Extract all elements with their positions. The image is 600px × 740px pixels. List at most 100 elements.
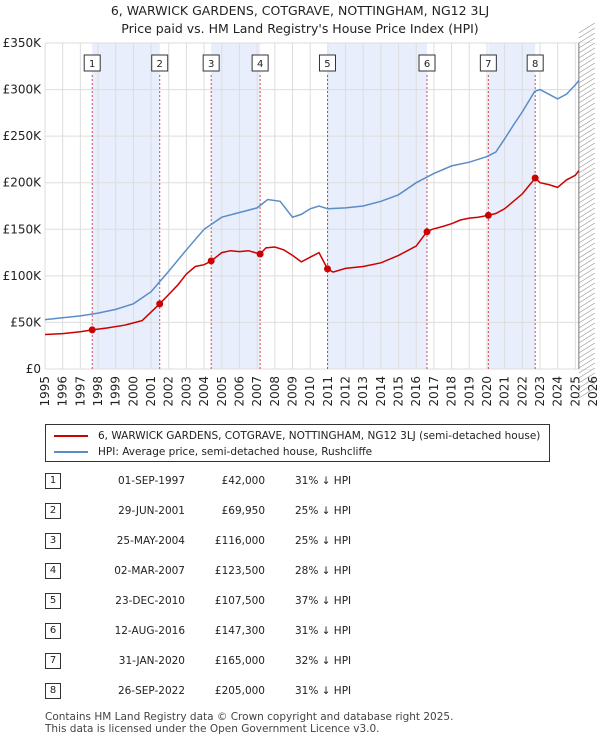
sale-point xyxy=(424,228,431,235)
x-tick-label: 2016 xyxy=(409,376,423,407)
x-tick-label: 2024 xyxy=(551,376,565,407)
x-tick-label: 2026 xyxy=(586,376,600,407)
sale-point xyxy=(257,250,264,257)
x-tick-label: 2025 xyxy=(568,376,582,407)
x-tick-label: 2008 xyxy=(268,376,282,407)
x-tick-label: 2013 xyxy=(356,376,370,407)
table-row: 4 02-MAR-2007 £123,500 28% ↓ HPI xyxy=(45,561,550,583)
table-row: 1 01-SEP-1997 £42,000 31% ↓ HPI xyxy=(45,471,550,493)
y-tick-label: £300K xyxy=(3,83,43,97)
x-tick-label: 2021 xyxy=(498,376,512,407)
y-tick-label: £200K xyxy=(3,176,43,190)
sale-point xyxy=(324,265,331,272)
legend: 6, WARWICK GARDENS, COTGRAVE, NOTTINGHAM… xyxy=(45,424,550,462)
sale-price: £116,000 xyxy=(195,535,265,547)
x-tick-label: 2001 xyxy=(144,376,158,407)
sale-number-badge: 6 xyxy=(45,623,61,639)
sale-date: 25-MAY-2004 xyxy=(85,535,185,547)
sale-hpi-diff: 28% ↓ HPI xyxy=(295,565,351,577)
x-tick-label: 2018 xyxy=(445,376,459,407)
legend-swatch-price xyxy=(54,435,88,437)
sale-price: £147,300 xyxy=(195,625,265,637)
forecast-hatch xyxy=(579,23,595,398)
x-tick-label: 2014 xyxy=(374,376,388,407)
sale-period-band xyxy=(211,43,260,369)
sale-number-badge: 2 xyxy=(45,503,61,519)
legend-label-price: 6, WARWICK GARDENS, COTGRAVE, NOTTINGHAM… xyxy=(98,430,540,442)
sale-date: 26-SEP-2022 xyxy=(85,685,185,697)
sale-number-badge: 7 xyxy=(45,653,61,669)
x-tick-label: 2017 xyxy=(427,376,441,407)
legend-swatch-hpi xyxy=(54,451,88,453)
sale-date: 23-DEC-2010 xyxy=(85,595,185,607)
sale-number-badge: 4 xyxy=(45,563,61,579)
x-tick-label: 2007 xyxy=(250,376,264,407)
x-tick-label: 1999 xyxy=(109,376,123,407)
x-tick-label: 2010 xyxy=(303,376,317,407)
sale-marker-label: 2 xyxy=(157,59,163,70)
forecast-hatch-line xyxy=(579,33,595,43)
sale-number-badge: 5 xyxy=(45,593,61,609)
sale-period-bands xyxy=(92,43,535,369)
y-tick-label: £0 xyxy=(26,362,41,376)
sale-date: 31-JAN-2020 xyxy=(85,655,185,667)
sale-point xyxy=(485,212,492,219)
sale-marker-label: 6 xyxy=(424,59,430,70)
table-row: 3 25-MAY-2004 £116,000 25% ↓ HPI xyxy=(45,531,550,553)
y-tick-label: £100K xyxy=(3,269,43,283)
y-tick-label: £50K xyxy=(10,315,42,329)
price-chart: 1 2 3 4 5 6 7 8 £0 £50K £100K £150K £200K £250K £300K… xyxy=(0,0,600,420)
x-tick-label: 1997 xyxy=(73,376,87,407)
sale-period-band xyxy=(92,43,160,369)
x-tick-label: 2020 xyxy=(480,376,494,407)
sale-date: 02-MAR-2007 xyxy=(85,565,185,577)
footer-line-2: This data is licensed under the Open Gov… xyxy=(45,723,453,735)
sale-hpi-diff: 25% ↓ HPI xyxy=(295,505,351,517)
sale-hpi-diff: 32% ↓ HPI xyxy=(295,655,351,667)
x-tick-label: 2006 xyxy=(232,376,246,407)
x-tick-label: 1996 xyxy=(56,376,70,407)
sale-number-badge: 3 xyxy=(45,533,61,549)
sale-period-band xyxy=(488,43,535,369)
sale-marker-label: 7 xyxy=(485,59,491,70)
legend-label-hpi: HPI: Average price, semi-detached house,… xyxy=(98,446,372,458)
sale-hpi-diff: 31% ↓ HPI xyxy=(295,475,351,487)
x-tick-label: 2012 xyxy=(339,376,353,407)
table-row: 7 31-JAN-2020 £165,000 32% ↓ HPI xyxy=(45,651,550,673)
x-tick-label: 2003 xyxy=(179,376,193,407)
sale-number-badge: 8 xyxy=(45,683,61,699)
sale-date: 29-JUN-2001 xyxy=(85,505,185,517)
x-tick-label: 1995 xyxy=(38,376,52,407)
footer-line-1: Contains HM Land Registry data © Crown c… xyxy=(45,711,453,723)
sale-price: £107,500 xyxy=(195,595,265,607)
sale-hpi-diff: 37% ↓ HPI xyxy=(295,595,351,607)
table-row: 6 12-AUG-2016 £147,300 31% ↓ HPI xyxy=(45,621,550,643)
forecast-hatch-line xyxy=(579,23,595,33)
y-tick-label: £150K xyxy=(3,222,43,236)
x-tick-label: 2009 xyxy=(285,376,299,407)
x-tick-label: 2002 xyxy=(162,376,176,407)
sale-marker-boxes: 12345678 xyxy=(84,55,543,71)
sale-number-badge: 1 xyxy=(45,473,61,489)
sale-point xyxy=(532,175,539,182)
x-tick-label: 2011 xyxy=(321,376,335,407)
sale-price: £205,000 xyxy=(195,685,265,697)
sale-price: £123,500 xyxy=(195,565,265,577)
sale-hpi-diff: 25% ↓ HPI xyxy=(295,535,351,547)
sale-period-band xyxy=(327,43,427,369)
sale-date: 01-SEP-1997 xyxy=(85,475,185,487)
sale-marker-label: 8 xyxy=(532,59,538,70)
x-tick-label: 2019 xyxy=(462,376,476,407)
sale-hpi-diff: 31% ↓ HPI xyxy=(295,685,351,697)
x-tick-label: 2004 xyxy=(197,376,211,407)
footer: Contains HM Land Registry data © Crown c… xyxy=(45,711,453,735)
legend-item-hpi: HPI: Average price, semi-detached house,… xyxy=(54,444,372,460)
x-tick-label: 1998 xyxy=(91,376,105,407)
x-tick-label: 2005 xyxy=(215,376,229,407)
sale-hpi-diff: 31% ↓ HPI xyxy=(295,625,351,637)
x-tick-label: 2000 xyxy=(126,376,140,407)
sale-marker-label: 3 xyxy=(208,59,214,70)
x-tick-label: 2023 xyxy=(533,376,547,407)
sale-price: £42,000 xyxy=(195,475,265,487)
y-tick-label: £250K xyxy=(3,129,43,143)
